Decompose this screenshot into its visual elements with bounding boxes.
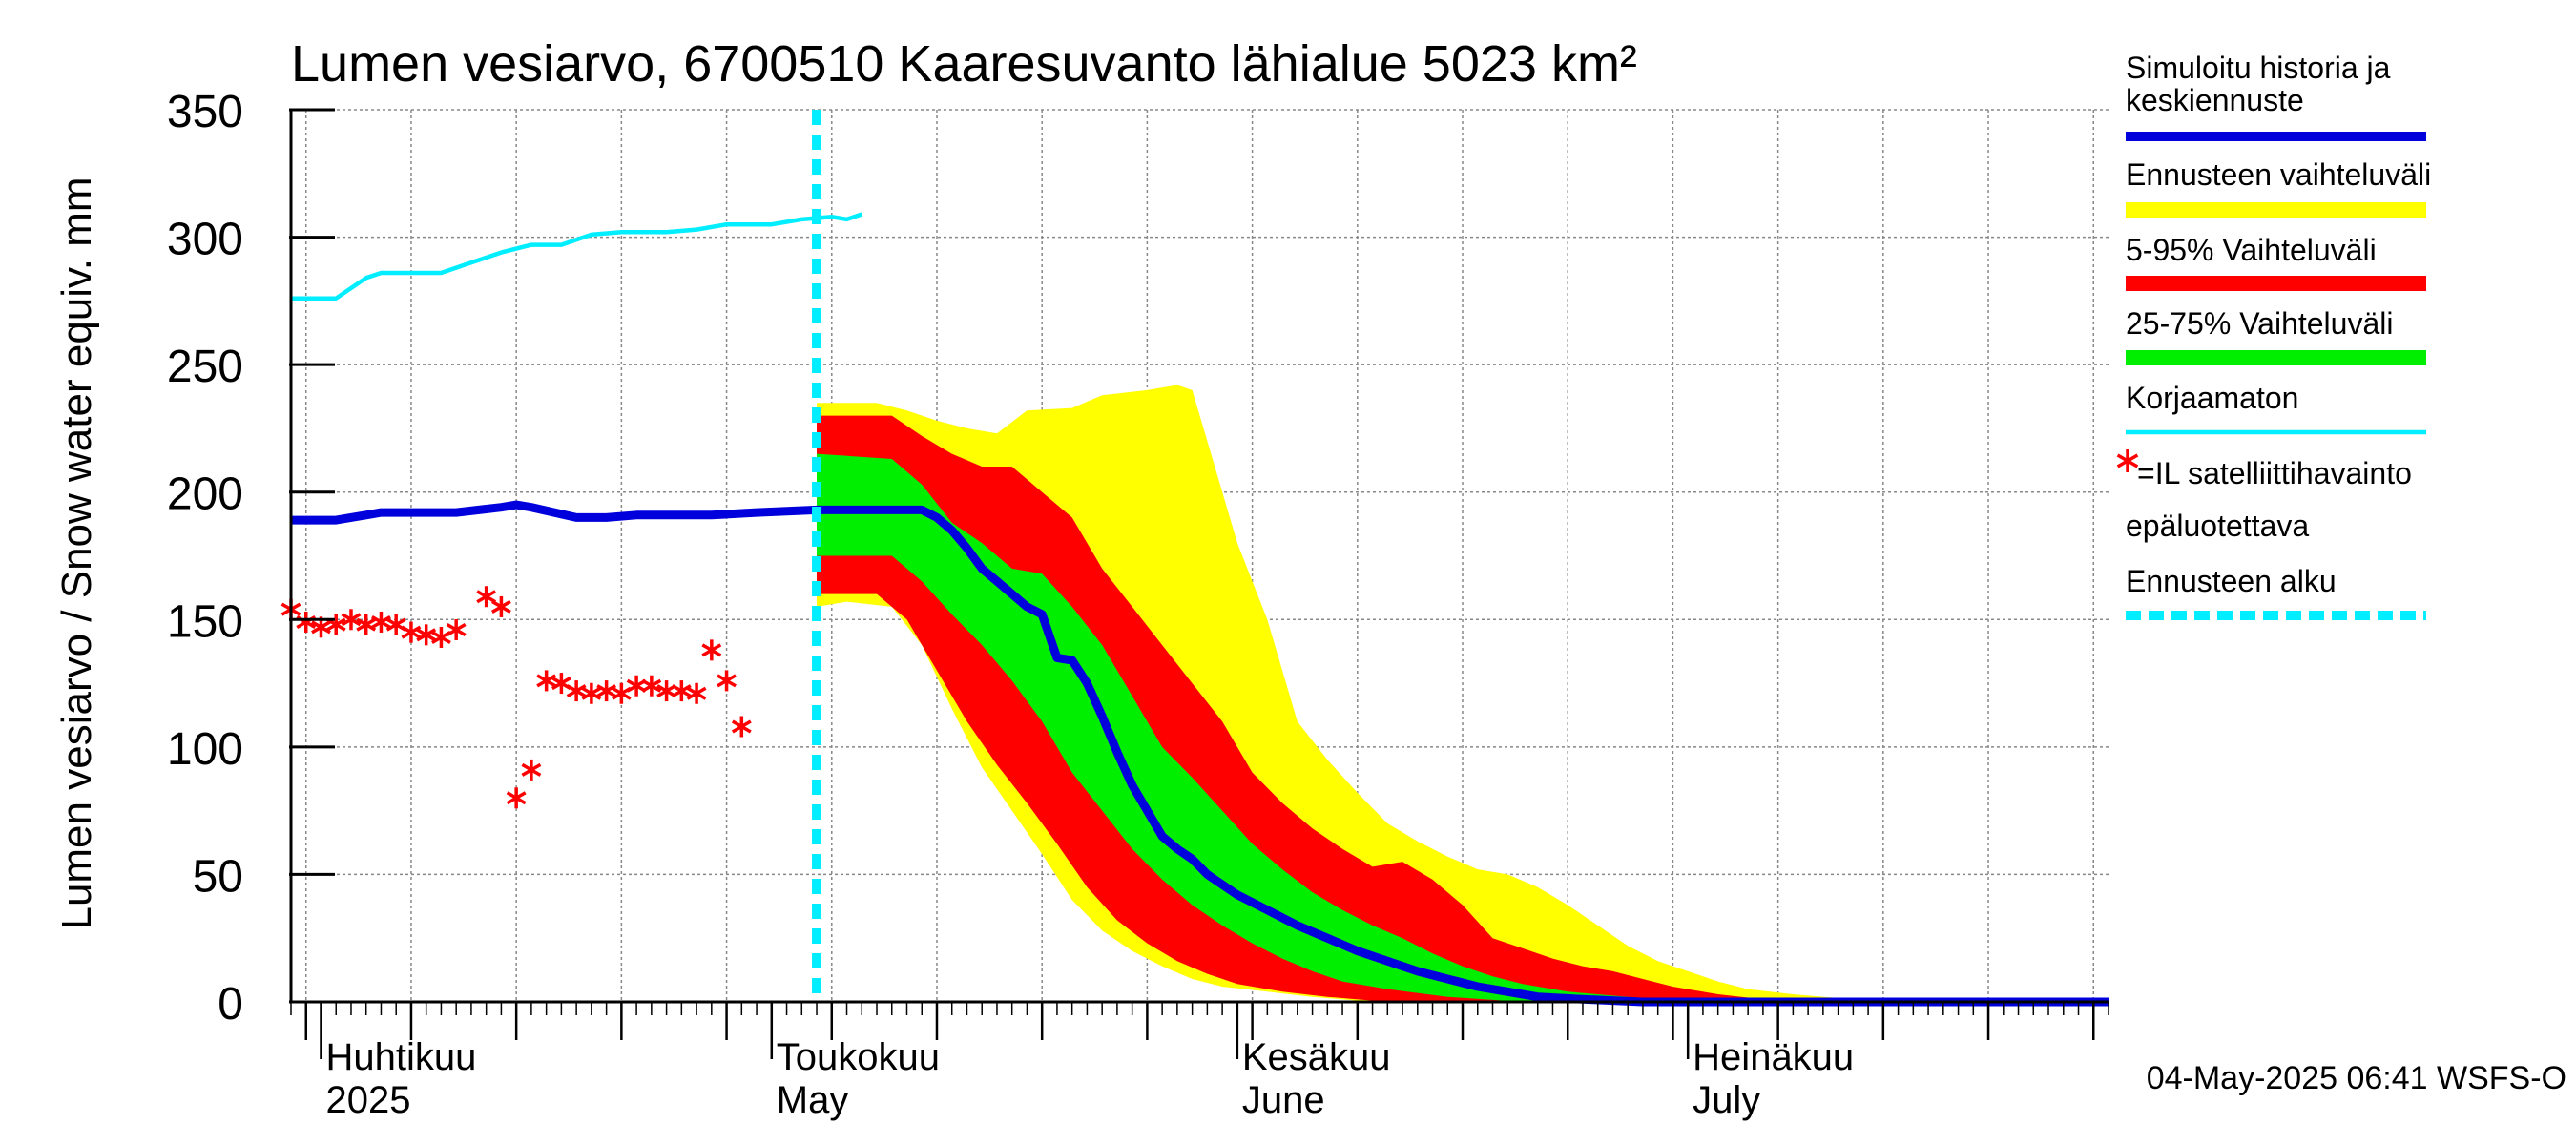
observation-star — [401, 621, 422, 643]
y-tick-label: 200 — [167, 469, 243, 520]
forecast-bands — [817, 385, 1914, 1003]
observation-star — [446, 618, 467, 640]
legend-label: Ennusteen alku — [2126, 564, 2337, 598]
legend-swatch — [2126, 350, 2426, 365]
legend-star-icon — [2116, 449, 2139, 472]
y-tick-label: 250 — [167, 342, 243, 392]
legend-label: Ennusteen vaihteluväli — [2126, 157, 2431, 192]
observation-star — [341, 609, 362, 631]
mean-forecast-line — [291, 500, 2109, 1007]
legend-label: Korjaamaton — [2126, 381, 2298, 415]
observation-star — [506, 787, 527, 809]
y-tick-label: 50 — [193, 851, 243, 902]
observation-star — [641, 675, 662, 697]
month-sublabel: July — [1693, 1079, 1760, 1121]
band-ff0000 — [817, 415, 1823, 1003]
observation-star — [701, 639, 722, 661]
observation-star — [476, 586, 497, 608]
legend-label: 5-95% Vaihteluväli — [2126, 233, 2377, 267]
observation-star — [671, 680, 692, 702]
legend-label: =IL satelliittihavainto — [2137, 456, 2412, 490]
footer-timestamp: 04-May-2025 06:41 WSFS-O — [2147, 1060, 2566, 1096]
month-sublabel: June — [1242, 1079, 1325, 1121]
month-label: Heinäkuu — [1693, 1036, 1854, 1078]
observation-star — [521, 759, 542, 781]
observation-star — [596, 680, 617, 702]
uncorrected-line — [291, 212, 863, 301]
y-tick-label: 100 — [167, 724, 243, 775]
legend-label: Simuloitu historia ja — [2126, 51, 2391, 85]
chart-title: Lumen vesiarvo, 6700510 Kaaresuvanto läh… — [291, 35, 1637, 93]
legend-label: keskiennuste — [2126, 83, 2304, 117]
observation-star — [731, 716, 752, 738]
month-label: Kesäkuu — [1242, 1036, 1391, 1078]
observation-star — [566, 680, 587, 702]
observation-star — [536, 670, 557, 692]
month-label: Huhtikuu — [325, 1036, 476, 1078]
y-tick-label: 300 — [167, 215, 243, 265]
legend-label: epäluotettava — [2126, 509, 2309, 543]
axes — [289, 108, 2109, 1059]
y-tick-label: 350 — [167, 87, 243, 137]
legend-swatch — [2126, 202, 2426, 218]
y-tick-label: 150 — [167, 596, 243, 647]
observation-star — [686, 682, 707, 704]
month-sublabel: May — [777, 1079, 849, 1121]
legend-label: 25-75% Vaihteluväli — [2126, 306, 2393, 341]
observation-star — [491, 595, 511, 617]
observation-star — [717, 670, 737, 692]
legend-swatch — [2126, 276, 2426, 291]
y-tick-label: 0 — [218, 979, 243, 1030]
observation-star — [371, 611, 391, 633]
band-00ee00 — [817, 453, 1689, 1003]
month-label: Toukokuu — [777, 1036, 940, 1078]
observation-star — [581, 682, 602, 704]
observation-star — [325, 614, 346, 635]
y-tick-labels: 0 50 100 150 200 250 300 350 — [167, 87, 243, 1030]
observation-star — [356, 614, 377, 635]
month-sublabel: 2025 — [325, 1079, 410, 1121]
y-axis-label: Lumen vesiarvo / Snow water equiv. mm — [53, 177, 100, 929]
series-lines — [291, 212, 2109, 1007]
observation-star — [416, 624, 437, 646]
